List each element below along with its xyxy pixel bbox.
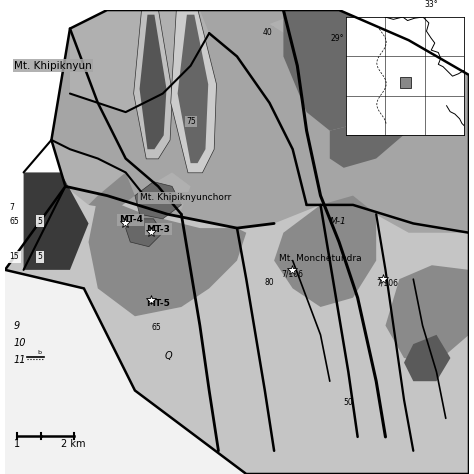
Text: 80: 80 — [265, 278, 274, 287]
Text: 7: 7 — [9, 203, 15, 212]
Text: 1: 1 — [14, 439, 20, 449]
Polygon shape — [5, 10, 469, 474]
Polygon shape — [5, 186, 469, 474]
Text: 5: 5 — [37, 217, 42, 226]
Polygon shape — [24, 173, 89, 270]
Polygon shape — [5, 270, 246, 474]
Polygon shape — [134, 10, 172, 158]
Text: 10: 10 — [13, 338, 26, 348]
Text: 9: 9 — [13, 321, 19, 331]
Polygon shape — [404, 335, 450, 381]
Polygon shape — [139, 15, 166, 149]
Text: 7/106: 7/106 — [281, 269, 303, 278]
Polygon shape — [89, 173, 135, 210]
Polygon shape — [70, 10, 209, 112]
Text: 5: 5 — [37, 252, 42, 261]
Text: Mt. Khipiknyunchorr: Mt. Khipiknyunchorr — [139, 193, 231, 202]
Polygon shape — [274, 196, 376, 307]
Text: MT-4: MT-4 — [118, 215, 143, 224]
Text: 7/106: 7/106 — [376, 278, 398, 287]
Polygon shape — [178, 15, 208, 163]
Polygon shape — [171, 10, 216, 173]
Polygon shape — [330, 93, 409, 168]
Text: 40: 40 — [263, 28, 272, 37]
Text: 65: 65 — [151, 323, 161, 332]
Text: 50: 50 — [344, 398, 354, 407]
Polygon shape — [135, 182, 182, 219]
Text: 2 km: 2 km — [62, 439, 86, 449]
Polygon shape — [270, 10, 339, 47]
Text: 11: 11 — [13, 355, 26, 365]
Text: MT-3: MT-3 — [146, 225, 170, 234]
Text: M-1: M-1 — [330, 217, 346, 226]
Polygon shape — [149, 173, 191, 214]
Text: MT-5: MT-5 — [146, 299, 170, 308]
Text: Mt. Khipiknyun: Mt. Khipiknyun — [14, 61, 92, 71]
Text: 65: 65 — [9, 217, 19, 226]
Text: b: b — [37, 350, 42, 355]
Polygon shape — [283, 10, 409, 131]
Text: Mt. Monchetundra: Mt. Monchetundra — [279, 254, 361, 263]
Polygon shape — [134, 10, 172, 158]
Polygon shape — [385, 265, 469, 363]
Polygon shape — [171, 10, 216, 173]
Text: 75: 75 — [186, 117, 196, 126]
Text: Q: Q — [165, 351, 173, 361]
Polygon shape — [89, 196, 246, 316]
Polygon shape — [51, 140, 135, 210]
Text: 15: 15 — [9, 252, 19, 261]
Polygon shape — [126, 219, 163, 246]
